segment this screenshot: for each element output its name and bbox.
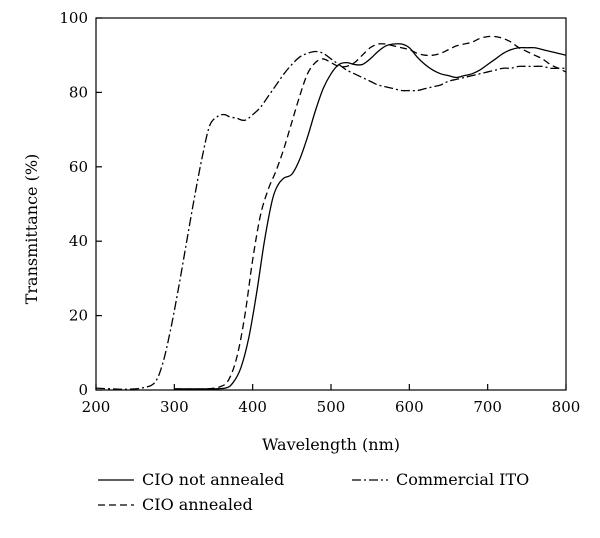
x-tick-label: 800: [552, 398, 581, 416]
y-tick-label: 20: [69, 307, 88, 325]
legend-label-1: CIO not annealed: [142, 470, 284, 489]
y-tick-label: 0: [78, 381, 88, 399]
y-axis-title: Transmittance (%): [22, 154, 41, 305]
axis-ticks: 200 300 400 500 600 700 800 0 20 40 60 80 100: [59, 9, 580, 416]
series-layer: [95, 35, 567, 390]
x-tick-label: 200: [82, 398, 111, 416]
y-tick-label: 80: [69, 83, 88, 101]
x-axis-title: Wavelength (nm): [262, 435, 400, 454]
series-line-3: [95, 50, 566, 390]
legend-label-3: Commercial ITO: [396, 470, 529, 489]
series-line-1: [174, 43, 567, 390]
legend-label-2: CIO annealed: [142, 495, 253, 514]
series-line-2: [174, 35, 567, 390]
legend: CIO not annealed CIO annealed Commercial I…: [98, 470, 529, 514]
y-tick-label: 40: [69, 232, 88, 250]
x-tick-label: 400: [238, 398, 267, 416]
y-tick-label: 60: [69, 158, 88, 176]
x-tick-label: 300: [160, 398, 189, 416]
x-tick-label: 700: [473, 398, 502, 416]
x-tick-label: 500: [317, 398, 346, 416]
y-tick-label: 100: [59, 9, 88, 27]
x-tick-label: 600: [395, 398, 424, 416]
